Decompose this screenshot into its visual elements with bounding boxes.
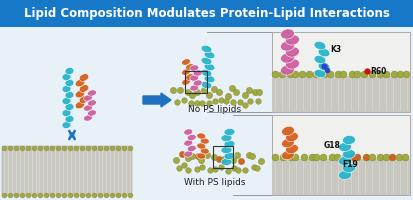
Ellipse shape — [75, 90, 85, 98]
Ellipse shape — [224, 152, 235, 160]
Ellipse shape — [79, 96, 89, 103]
Text: F19: F19 — [342, 160, 358, 169]
Ellipse shape — [65, 91, 74, 99]
Ellipse shape — [286, 132, 298, 142]
Ellipse shape — [62, 121, 71, 129]
Text: No PS lipids: No PS lipids — [188, 105, 242, 114]
Ellipse shape — [88, 110, 96, 116]
Ellipse shape — [339, 170, 351, 180]
Ellipse shape — [224, 140, 235, 148]
Ellipse shape — [65, 103, 74, 111]
Text: R60: R60 — [370, 66, 387, 75]
Ellipse shape — [342, 149, 356, 159]
Ellipse shape — [190, 75, 199, 81]
Ellipse shape — [188, 134, 196, 141]
Ellipse shape — [88, 100, 96, 106]
Ellipse shape — [65, 79, 74, 87]
Ellipse shape — [201, 81, 212, 89]
Ellipse shape — [204, 63, 215, 71]
Ellipse shape — [314, 69, 326, 78]
Ellipse shape — [314, 55, 326, 64]
Ellipse shape — [184, 129, 193, 135]
Bar — [272, 159, 410, 195]
Ellipse shape — [65, 67, 74, 75]
Ellipse shape — [182, 79, 190, 85]
Ellipse shape — [184, 140, 193, 146]
Ellipse shape — [62, 109, 71, 117]
FancyArrow shape — [143, 93, 171, 107]
Ellipse shape — [221, 134, 232, 142]
Bar — [272, 115, 410, 195]
Ellipse shape — [342, 135, 356, 145]
Ellipse shape — [75, 79, 85, 87]
Ellipse shape — [221, 146, 232, 154]
Ellipse shape — [188, 145, 196, 152]
Ellipse shape — [190, 65, 199, 71]
Ellipse shape — [62, 73, 71, 81]
Ellipse shape — [314, 41, 326, 50]
Ellipse shape — [193, 80, 202, 86]
Ellipse shape — [83, 105, 93, 111]
Ellipse shape — [197, 143, 206, 149]
Ellipse shape — [280, 41, 294, 51]
Ellipse shape — [182, 59, 190, 65]
Ellipse shape — [285, 47, 299, 57]
Ellipse shape — [200, 148, 209, 154]
Ellipse shape — [65, 115, 74, 123]
Bar — [185, 71, 207, 93]
Ellipse shape — [186, 64, 195, 70]
Ellipse shape — [285, 35, 299, 45]
Ellipse shape — [339, 156, 351, 166]
Ellipse shape — [193, 70, 202, 76]
Bar — [272, 32, 410, 112]
Ellipse shape — [339, 142, 351, 152]
Ellipse shape — [197, 133, 206, 139]
Ellipse shape — [201, 69, 212, 77]
Ellipse shape — [280, 29, 294, 39]
Ellipse shape — [318, 62, 330, 71]
Text: K3: K3 — [330, 45, 341, 53]
Ellipse shape — [200, 138, 209, 144]
Ellipse shape — [201, 57, 212, 65]
Bar — [2, 146, 132, 196]
Ellipse shape — [88, 90, 96, 96]
Ellipse shape — [62, 85, 71, 93]
Ellipse shape — [282, 138, 294, 148]
Ellipse shape — [224, 128, 235, 136]
Ellipse shape — [83, 95, 93, 101]
Ellipse shape — [201, 45, 212, 53]
Ellipse shape — [204, 75, 215, 83]
Ellipse shape — [318, 48, 330, 57]
Ellipse shape — [79, 74, 89, 81]
Ellipse shape — [186, 74, 195, 80]
Ellipse shape — [286, 144, 298, 154]
Ellipse shape — [190, 85, 199, 91]
Ellipse shape — [280, 65, 294, 75]
Bar — [272, 76, 410, 112]
Ellipse shape — [79, 85, 89, 92]
Ellipse shape — [280, 53, 294, 63]
Ellipse shape — [221, 158, 232, 166]
Ellipse shape — [204, 51, 215, 59]
Ellipse shape — [282, 126, 294, 136]
Ellipse shape — [197, 153, 206, 159]
Ellipse shape — [62, 97, 71, 105]
Ellipse shape — [182, 69, 190, 75]
Bar — [213, 146, 233, 168]
Ellipse shape — [342, 163, 356, 173]
Ellipse shape — [83, 115, 93, 121]
Ellipse shape — [75, 101, 85, 109]
Text: G18: G18 — [324, 141, 341, 150]
Ellipse shape — [282, 150, 294, 160]
Text: With PS lipids: With PS lipids — [184, 178, 246, 187]
Ellipse shape — [285, 59, 299, 69]
Ellipse shape — [184, 151, 193, 157]
Text: Lipid Composition Modulates Protein-Lipid Interactions: Lipid Composition Modulates Protein-Lipi… — [24, 7, 389, 20]
